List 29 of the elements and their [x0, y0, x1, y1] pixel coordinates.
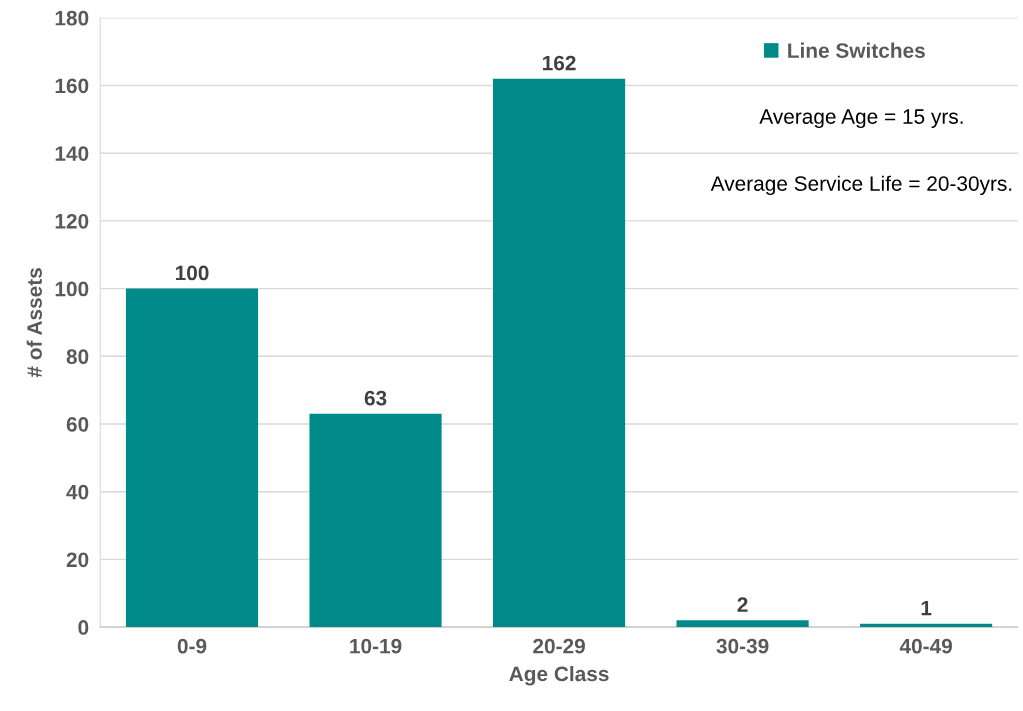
annotation: Average Service Life = 20-30yrs.	[710, 175, 1012, 196]
data-label: 100	[175, 265, 209, 281]
bar	[493, 78, 626, 628]
x-axis-title: Age Class	[509, 665, 609, 686]
y-tick-label: 60	[66, 416, 89, 432]
y-tick-label: 0	[78, 620, 89, 635]
y-tick-label: 180	[55, 10, 89, 26]
y-tick-label: 100	[55, 281, 89, 297]
bar	[309, 413, 442, 628]
x-tick-label: 40-49	[899, 638, 952, 654]
legend-label: Line Switches	[788, 42, 925, 58]
x-tick-label: 20-29	[533, 638, 585, 654]
bar	[676, 620, 809, 628]
x-tick-label: 10-19	[350, 638, 402, 654]
data-label: 1	[921, 600, 932, 616]
x-tick-label: 30-39	[716, 638, 769, 654]
x-tick-label: 0-9	[177, 638, 207, 654]
data-label: 2	[737, 597, 748, 612]
y-tick-label: 160	[55, 78, 89, 94]
data-label: 162	[543, 55, 576, 71]
data-label: 63	[364, 390, 387, 406]
bar	[125, 288, 259, 628]
y-axis-title: # of Assets	[26, 268, 42, 378]
y-tick-label: 120	[55, 213, 89, 229]
y-tick-label: 140	[55, 146, 89, 161]
y-tick-label: 40	[66, 484, 89, 500]
y-tick-label: 80	[66, 349, 89, 365]
y-tick-label: 20	[66, 552, 89, 568]
annotation: Average Age = 15 yrs.	[759, 109, 963, 129]
